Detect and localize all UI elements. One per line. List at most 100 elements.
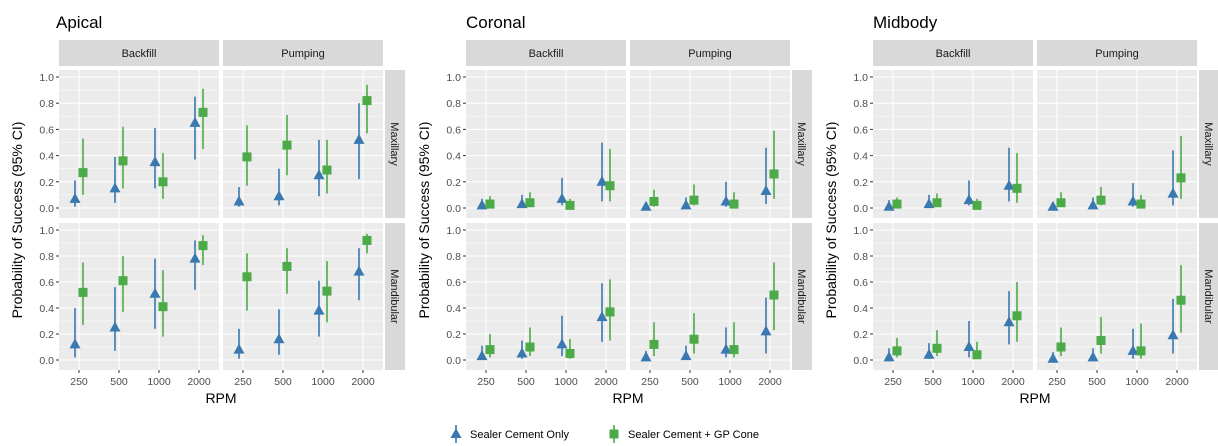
y-tick-label: 0.2 (853, 177, 868, 189)
data-point-triangle (1167, 329, 1179, 340)
data-point-triangle (476, 199, 488, 210)
data-point-triangle (923, 348, 935, 359)
data-point-triangle (109, 182, 121, 193)
y-tick-label: 0.8 (39, 98, 54, 110)
data-point-triangle (149, 287, 161, 298)
data-point-square (972, 350, 982, 360)
chart-title: Coronal (466, 13, 526, 32)
plot-panel (223, 223, 383, 370)
y-tick-label: 0.4 (853, 151, 868, 163)
data-point-square (198, 241, 208, 251)
facet-strip-column (873, 40, 1033, 66)
data-point-square (1096, 336, 1106, 345)
data-point-square (1176, 173, 1186, 183)
plot-panel (873, 70, 1033, 218)
y-tick-label: 0.4 (446, 151, 461, 163)
data-point-triangle (1003, 316, 1015, 327)
y-tick-label: 0.4 (39, 303, 54, 315)
x-tick-label: 250 (477, 376, 495, 388)
data-point-triangle (313, 169, 325, 180)
data-point-square (1136, 199, 1146, 209)
facet-strip-column (59, 40, 219, 66)
data-point-square (605, 181, 615, 191)
data-point-square (78, 287, 88, 297)
data-point-square (1012, 311, 1022, 321)
data-point-square (158, 177, 168, 187)
data-point-square (322, 286, 332, 296)
facet-column-label: Backfill (529, 48, 564, 60)
y-tick-label: 0.0 (853, 355, 868, 367)
facet-strip-column (223, 40, 383, 66)
x-tick-label: 500 (274, 376, 292, 388)
facet-row-label: Maxillary (795, 122, 807, 166)
plot-panel (873, 223, 1033, 370)
y-tick-label: 0.6 (853, 277, 868, 289)
x-tick-label: 2000 (594, 376, 618, 388)
data-point-triangle (760, 184, 772, 195)
data-point-triangle (353, 133, 365, 144)
facet-column-label: Pumping (281, 48, 324, 60)
x-tick-label: 1000 (961, 376, 985, 388)
data-point-square (485, 345, 495, 355)
x-tick-label: 2000 (351, 376, 375, 388)
data-point-triangle (353, 265, 365, 276)
data-point-square (525, 342, 535, 352)
x-tick-label: 2000 (1001, 376, 1025, 388)
data-point-square (485, 199, 495, 209)
data-point-square (1012, 183, 1022, 193)
y-tick-label: 0.2 (39, 329, 54, 341)
data-point-square (1136, 346, 1146, 356)
data-point-square (769, 169, 779, 179)
y-tick-label: 0.2 (39, 177, 54, 189)
y-tick-label: 0.0 (39, 355, 54, 367)
y-tick-label: 0.6 (39, 277, 54, 289)
data-point-square (118, 156, 128, 166)
data-point-triangle (69, 338, 81, 349)
y-axis-title: Probability of Success (95% CI) (823, 122, 839, 319)
data-point-triangle (883, 351, 895, 362)
x-tick-label: 1000 (554, 376, 578, 388)
data-point-triangle (760, 325, 772, 336)
legend-label: Sealer Cement + GP Cone (628, 429, 759, 441)
legend-label: Sealer Cement Only (470, 429, 570, 441)
y-tick-label: 0.0 (853, 203, 868, 215)
facet-column-label: Backfill (936, 48, 971, 60)
data-point-square (932, 198, 942, 208)
data-point-triangle (640, 351, 652, 362)
y-tick-label: 0.4 (853, 303, 868, 315)
y-tick-label: 0.8 (446, 251, 461, 263)
data-point-triangle (963, 341, 975, 351)
x-tick-label: 2000 (758, 376, 782, 388)
data-point-triangle (273, 190, 285, 201)
data-point-square (362, 96, 372, 106)
y-tick-label: 0.6 (853, 124, 868, 136)
y-tick-label: 1.0 (853, 72, 868, 84)
data-point-square (689, 195, 699, 205)
data-point-square (282, 261, 292, 271)
data-point-triangle (1047, 352, 1059, 363)
facet-row-label: Mandibular (795, 269, 807, 324)
data-point-square (689, 334, 699, 344)
y-tick-label: 0.2 (446, 329, 461, 341)
y-tick-label: 0.8 (853, 251, 868, 263)
data-point-triangle (923, 198, 935, 209)
facet-strip-row (1199, 223, 1218, 370)
chart-title: Apical (56, 13, 102, 32)
data-point-square (78, 168, 88, 178)
data-point-triangle (69, 192, 81, 203)
legend-key-triangle (450, 428, 462, 438)
data-point-square (972, 200, 982, 210)
y-tick-label: 0.8 (39, 251, 54, 263)
data-point-square (892, 346, 902, 356)
data-point-triangle (233, 343, 245, 354)
x-tick-label: 250 (70, 376, 88, 388)
data-point-square (769, 290, 779, 300)
facet-strip-row (385, 223, 405, 370)
data-point-triangle (640, 200, 652, 211)
x-tick-label: 250 (884, 376, 902, 388)
plot-panel (466, 70, 626, 218)
facet-strip-row (385, 70, 405, 218)
data-point-triangle (1087, 199, 1099, 210)
data-point-triangle (680, 350, 692, 361)
data-point-square (649, 196, 659, 206)
